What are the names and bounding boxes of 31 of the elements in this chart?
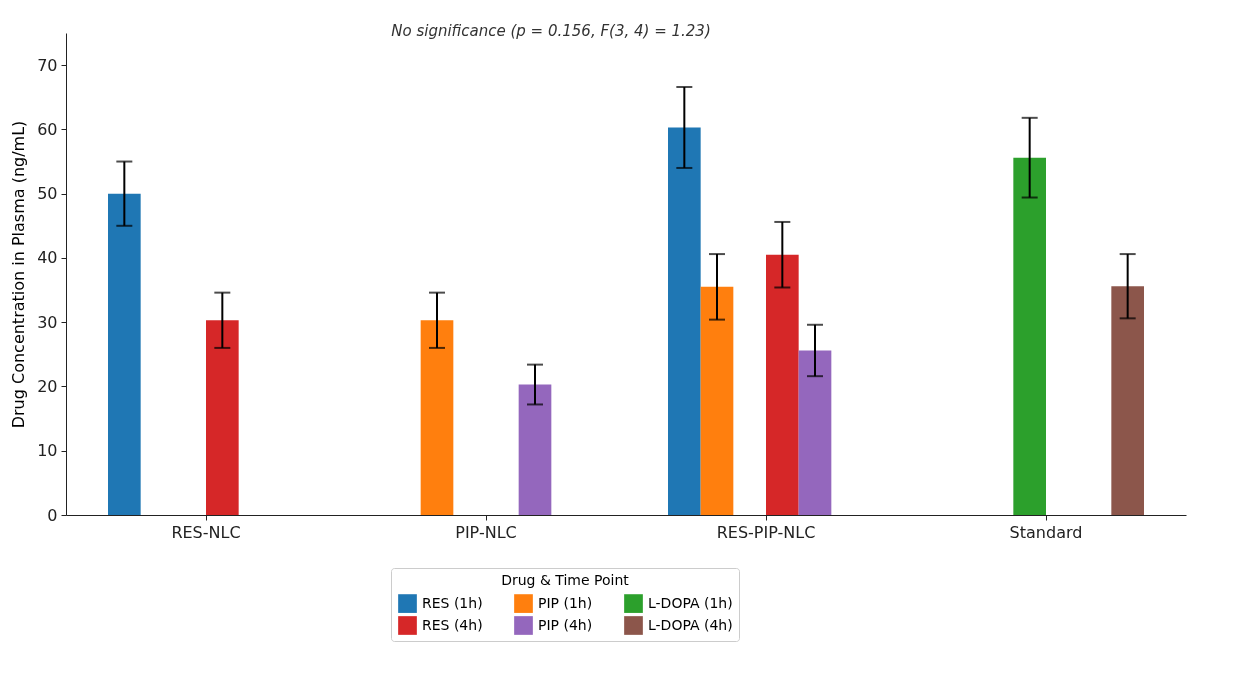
bar <box>798 350 832 515</box>
bar <box>518 384 552 515</box>
bar <box>700 286 734 515</box>
x-tick-label: RES-PIP-NLC <box>716 522 816 542</box>
y-tick-label: 0 <box>47 505 58 525</box>
bar <box>1111 286 1144 515</box>
legend-label: RES (4h) <box>422 616 483 633</box>
y-tick-label: 20 <box>37 376 58 396</box>
y-tick-label: 10 <box>37 441 58 461</box>
y-tick-label: 70 <box>37 55 58 75</box>
x-tick-label: PIP-NLC <box>455 522 517 542</box>
y-tick-label: 50 <box>37 184 58 204</box>
y-tick-label: 30 <box>37 312 58 332</box>
y-tick-label: 60 <box>37 119 58 139</box>
legend-label: L-DOPA (1h) <box>648 594 733 611</box>
x-tick-label: Standard <box>1009 522 1083 542</box>
y-tick-label: 40 <box>37 248 58 268</box>
legend-label: L-DOPA (4h) <box>648 616 733 633</box>
bar <box>766 254 799 515</box>
bar <box>206 320 239 515</box>
bar <box>420 320 454 515</box>
x-tick-label: RES-NLC <box>171 522 241 542</box>
bar <box>668 127 701 515</box>
bar <box>108 193 141 515</box>
legend-label: PIP (4h) <box>538 616 593 633</box>
y-axis-title: Drug Concentration in Plasma (ng/mL) <box>9 120 29 429</box>
bar <box>1013 157 1046 515</box>
legend-label: RES (1h) <box>422 594 483 611</box>
annotation: No significance (p = 0.156, F(3, 4) = 1.23) <box>391 22 711 40</box>
legend-label: PIP (1h) <box>538 594 593 611</box>
legend-title: Drug & Time Point <box>501 572 630 588</box>
